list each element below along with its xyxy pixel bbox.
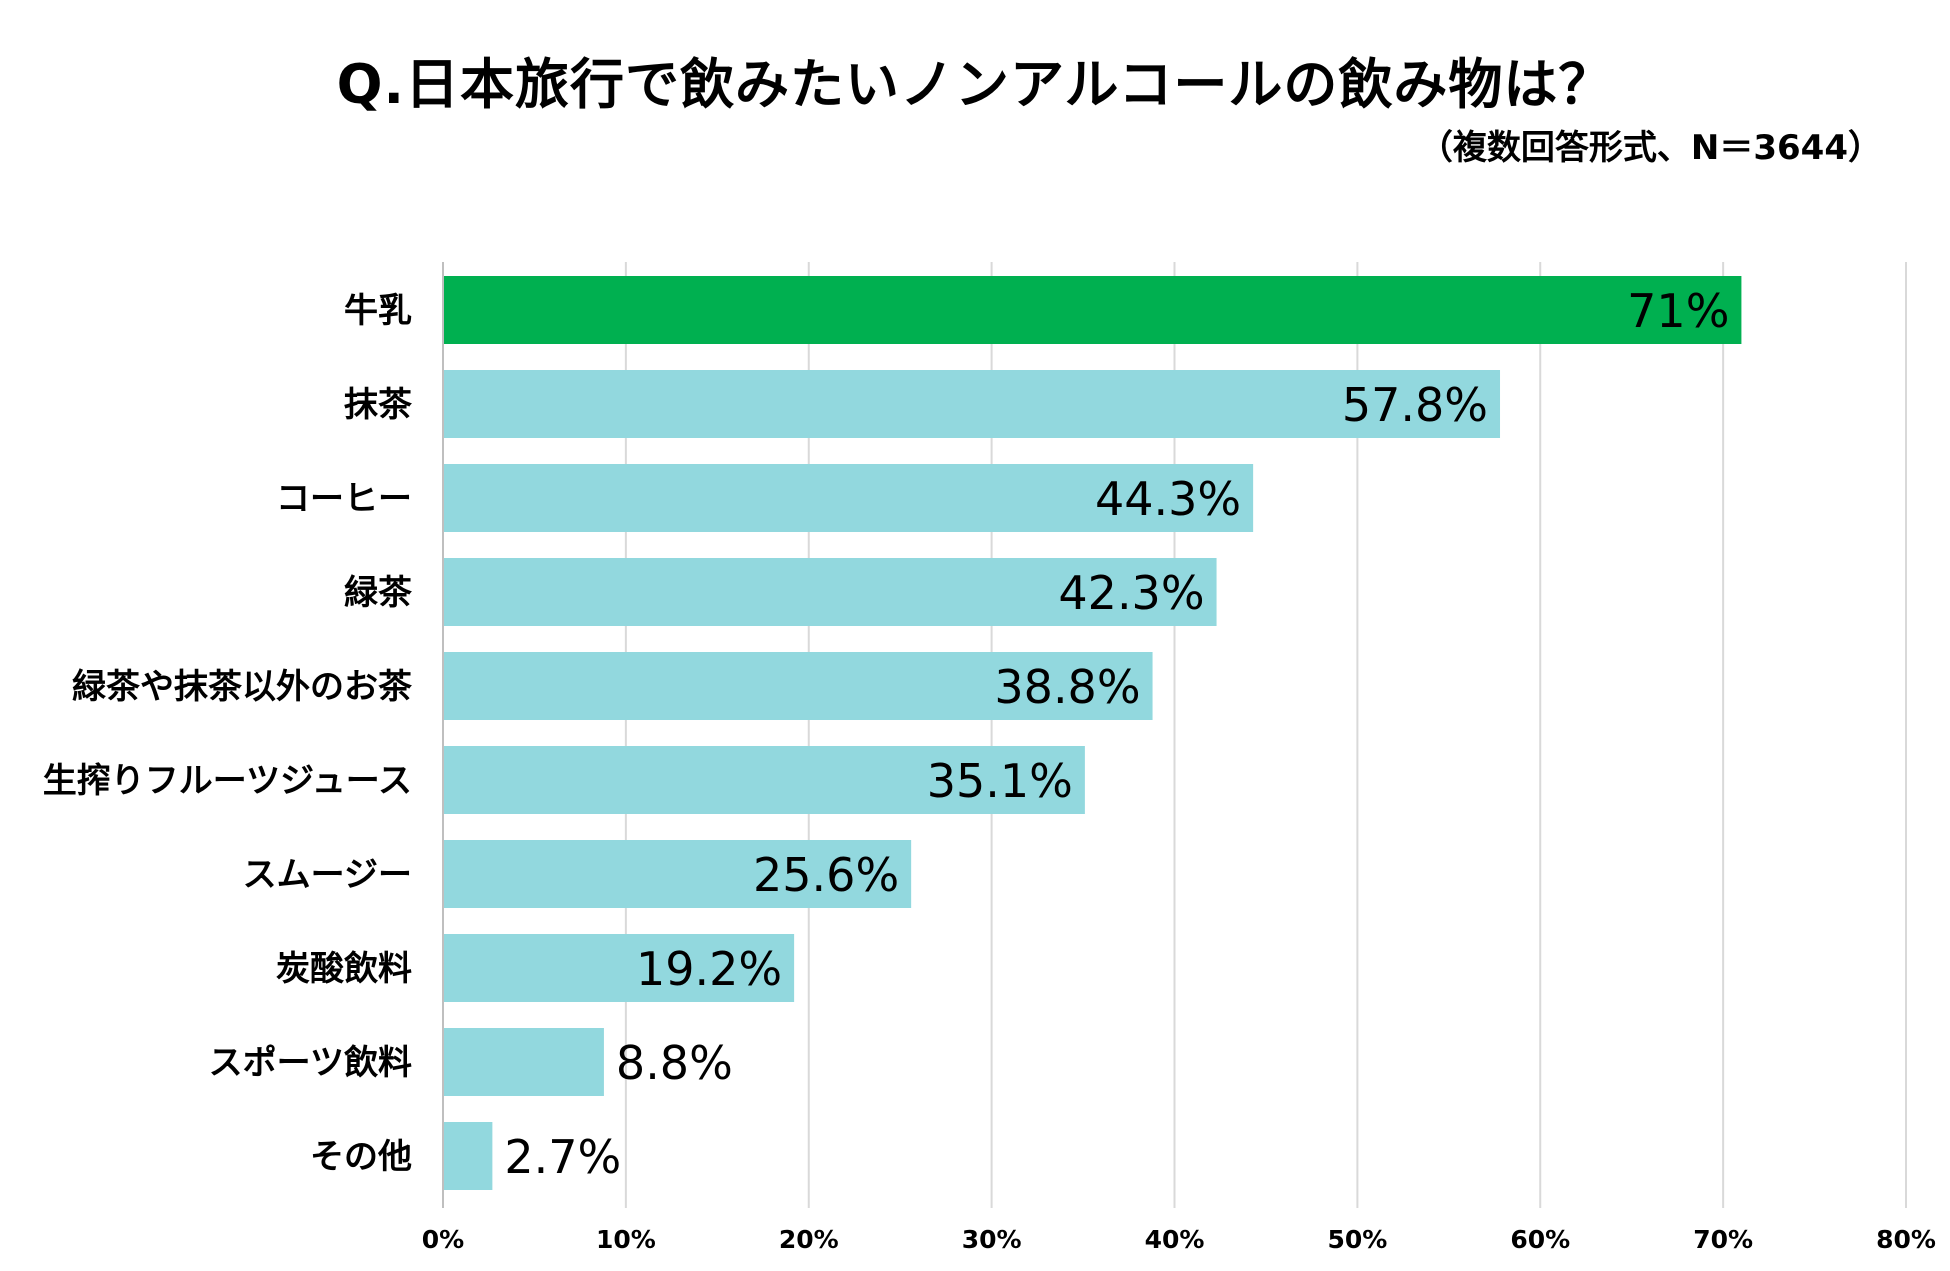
value-label: 19.2%: [636, 942, 782, 996]
value-label: 38.8%: [994, 660, 1140, 714]
bars: [444, 276, 1742, 1190]
x-tick-label: 40%: [1145, 1225, 1205, 1254]
x-tick-label: 30%: [962, 1225, 1022, 1254]
bar: [444, 652, 1153, 720]
chart-title: Q.日本旅行で飲みたいノンアルコールの飲み物は？: [336, 53, 1614, 116]
bar: [444, 464, 1254, 532]
category-label: 緑茶: [344, 573, 413, 613]
bar: [444, 934, 795, 1002]
bar: [444, 276, 1742, 344]
category-label: 生搾りフルーツジュース: [43, 761, 412, 801]
category-label: 牛乳: [344, 291, 412, 331]
category-label: 炭酸飲料: [276, 949, 412, 989]
bar: [444, 370, 1501, 438]
value-label: 71%: [1627, 284, 1729, 338]
x-tick-label: 60%: [1510, 1225, 1570, 1254]
chart-subtitle: （複数回答形式、N＝3644）: [1418, 128, 1882, 168]
x-tick-label: 0%: [422, 1225, 464, 1254]
category-label: 抹茶: [344, 385, 413, 425]
category-label: 緑茶や抹茶以外のお茶: [72, 667, 413, 707]
x-tick-label: 10%: [596, 1225, 656, 1254]
category-label: スポーツ飲料: [209, 1043, 412, 1083]
x-tick-label: 20%: [779, 1225, 839, 1254]
value-label: 25.6%: [753, 848, 899, 902]
value-label: 42.3%: [1058, 566, 1204, 620]
value-label: 8.8%: [616, 1036, 733, 1090]
x-tick-label: 70%: [1693, 1225, 1753, 1254]
x-tick-label: 50%: [1327, 1225, 1387, 1254]
x-tick-label: 80%: [1876, 1225, 1936, 1254]
bar: [444, 840, 912, 908]
value-label: 44.3%: [1095, 472, 1241, 526]
bar: [444, 1028, 604, 1096]
bar: [444, 1122, 493, 1190]
category-label: コーヒー: [276, 479, 412, 519]
bar: [444, 558, 1217, 626]
value-label: 2.7%: [504, 1130, 621, 1184]
bar: [444, 746, 1085, 814]
value-label: 57.8%: [1342, 378, 1488, 432]
category-label: その他: [310, 1137, 412, 1177]
category-label: スムージー: [243, 855, 412, 895]
labels: 0% 10% 20% 30% 40% 50% 60% 70% 80% 牛乳 71% 抹茶 57.8% コー…: [43, 284, 1936, 1254]
value-label: 35.1%: [927, 754, 1073, 808]
